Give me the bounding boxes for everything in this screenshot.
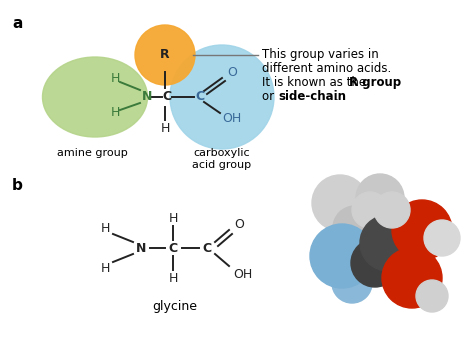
Text: C: C: [202, 241, 211, 255]
Text: This group varies in: This group varies in: [262, 48, 379, 61]
Text: R group: R group: [349, 76, 401, 89]
Text: a: a: [12, 16, 22, 31]
Circle shape: [416, 280, 448, 312]
Text: H: H: [100, 261, 109, 274]
Circle shape: [424, 220, 460, 256]
Circle shape: [332, 263, 372, 303]
Ellipse shape: [43, 57, 147, 137]
Text: N: N: [142, 90, 152, 103]
Text: different amino acids.: different amino acids.: [262, 62, 391, 75]
Text: carboxylic
acid group: carboxylic acid group: [192, 148, 252, 170]
Circle shape: [135, 25, 195, 85]
Text: or: or: [262, 90, 278, 103]
Text: H: H: [160, 121, 170, 135]
Text: OH: OH: [233, 268, 253, 280]
Text: OH: OH: [222, 112, 242, 124]
Circle shape: [382, 248, 442, 308]
Circle shape: [356, 174, 404, 222]
Text: H: H: [168, 272, 178, 285]
Circle shape: [374, 192, 410, 228]
Circle shape: [312, 175, 368, 231]
Text: N: N: [136, 241, 146, 255]
Circle shape: [392, 200, 452, 260]
Text: b: b: [12, 178, 23, 193]
Circle shape: [310, 224, 374, 288]
Text: H: H: [100, 221, 109, 235]
Text: side-chain: side-chain: [278, 90, 346, 103]
Circle shape: [351, 239, 399, 287]
Text: H: H: [168, 211, 178, 224]
Text: O: O: [234, 218, 244, 231]
Text: C: C: [168, 241, 178, 255]
Text: H: H: [110, 72, 120, 85]
Text: C: C: [163, 90, 172, 103]
Circle shape: [360, 215, 416, 271]
Circle shape: [170, 45, 274, 149]
Text: O: O: [227, 66, 237, 79]
Circle shape: [352, 192, 388, 228]
Text: H: H: [110, 106, 120, 119]
Text: amine group: amine group: [56, 148, 128, 158]
Text: glycine: glycine: [153, 300, 198, 313]
Text: .: .: [335, 90, 339, 103]
Text: R: R: [160, 49, 170, 62]
Text: C: C: [195, 90, 205, 103]
Text: It is known as the: It is known as the: [262, 76, 370, 89]
Circle shape: [333, 206, 377, 250]
